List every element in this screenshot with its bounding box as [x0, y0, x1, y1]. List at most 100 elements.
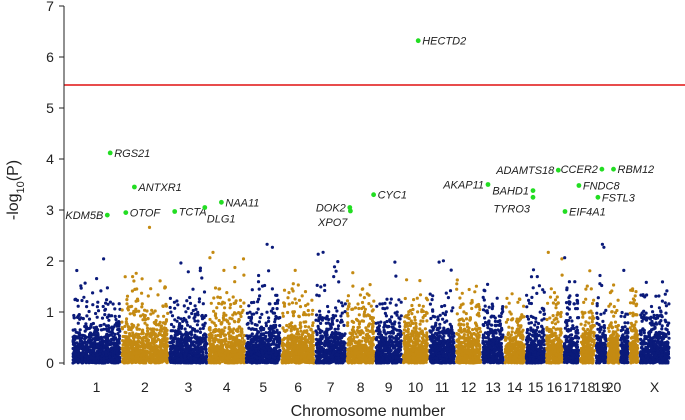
- snp-point: [134, 307, 138, 311]
- snp-point: [204, 360, 208, 364]
- snp-point: [369, 304, 373, 308]
- snp-point: [169, 334, 173, 338]
- snp-point: [120, 308, 124, 312]
- snp-point: [290, 287, 294, 291]
- snp-point: [149, 335, 153, 339]
- snp-point: [71, 354, 75, 358]
- snp-point: [357, 360, 361, 364]
- snp-point: [179, 332, 183, 336]
- snp-point: [236, 329, 240, 333]
- snp-point: [81, 333, 85, 337]
- snp-point: [145, 344, 150, 349]
- snp-point: [214, 324, 218, 328]
- snp-point: [240, 310, 244, 315]
- snp-point: [266, 341, 270, 346]
- snp-point: [85, 347, 89, 351]
- snp-point: [294, 301, 298, 305]
- snp-point: [367, 323, 371, 327]
- snp-point: [163, 332, 167, 336]
- snp-point: [222, 314, 226, 318]
- snp-point: [86, 327, 90, 331]
- snp-point: [337, 299, 341, 303]
- snp-point: [76, 321, 80, 325]
- snp-point: [153, 332, 157, 336]
- snp-point: [242, 349, 246, 354]
- snp-point: [163, 286, 167, 290]
- snp-point: [148, 327, 152, 331]
- snp-point: [71, 340, 75, 344]
- snp-point: [276, 316, 281, 320]
- snp-point: [338, 343, 342, 347]
- snp-point: [106, 338, 111, 343]
- snp-point: [115, 357, 119, 361]
- snp-point: [189, 332, 193, 336]
- snp-point: [154, 345, 158, 349]
- snp-point: [256, 360, 260, 364]
- snp-point: [147, 341, 151, 345]
- snp-point: [151, 328, 155, 333]
- snp-point: [337, 280, 341, 284]
- snp-point: [143, 308, 147, 312]
- snp-point: [143, 352, 147, 356]
- snp-point: [340, 332, 344, 336]
- snp-point: [370, 358, 374, 362]
- snp-point: [173, 306, 177, 310]
- snp-point: [95, 277, 99, 281]
- snp-point: [102, 339, 107, 343]
- snp-point: [134, 351, 138, 355]
- snp-point: [99, 289, 103, 293]
- snp-point: [353, 348, 358, 352]
- snp-point: [168, 296, 172, 300]
- snp-point: [218, 287, 222, 291]
- snp-point: [224, 337, 228, 341]
- snp-point: [102, 356, 106, 360]
- snp-point: [124, 353, 128, 358]
- snp-point: [357, 306, 361, 311]
- snp-point: [89, 340, 93, 345]
- snp-point: [86, 356, 90, 361]
- snp-point: [353, 351, 357, 355]
- snp-point: [137, 309, 141, 313]
- snp-point: [327, 310, 331, 314]
- snp-point: [276, 359, 280, 363]
- snp-point: [145, 323, 149, 327]
- snp-point: [127, 347, 132, 351]
- snp-points: [71, 225, 671, 365]
- snp-point: [299, 356, 303, 360]
- snp-point: [117, 334, 121, 338]
- snp-point: [169, 350, 173, 354]
- snp-point: [113, 307, 117, 311]
- snp-point: [229, 340, 233, 344]
- snp-point: [237, 345, 241, 349]
- snp-point: [120, 327, 125, 331]
- snp-point: [343, 302, 347, 306]
- snp-point: [293, 340, 297, 344]
- snp-point: [346, 352, 350, 356]
- snp-point: [329, 343, 333, 347]
- snp-point: [132, 279, 136, 283]
- snp-point: [168, 341, 172, 345]
- snp-point: [88, 332, 92, 336]
- snp-point: [227, 349, 231, 353]
- snp-point: [311, 339, 315, 343]
- snp-point: [146, 317, 150, 321]
- snp-point: [311, 308, 315, 312]
- snp-point: [220, 302, 224, 306]
- snp-point: [91, 291, 95, 295]
- snp-point: [73, 343, 77, 347]
- snp-point: [151, 311, 155, 315]
- snp-point: [218, 296, 222, 300]
- snp-point: [333, 330, 338, 334]
- snp-point: [390, 315, 394, 319]
- snp-point: [233, 265, 237, 270]
- snp-point: [305, 338, 309, 342]
- snp-point: [255, 351, 259, 356]
- snp-point: [289, 359, 293, 363]
- snp-point: [85, 305, 89, 309]
- snp-point: [214, 312, 218, 316]
- snp-point: [274, 353, 278, 357]
- snp-point: [189, 361, 193, 365]
- snp-point: [237, 318, 241, 322]
- snp-point: [77, 335, 81, 339]
- snp-point: [329, 360, 333, 364]
